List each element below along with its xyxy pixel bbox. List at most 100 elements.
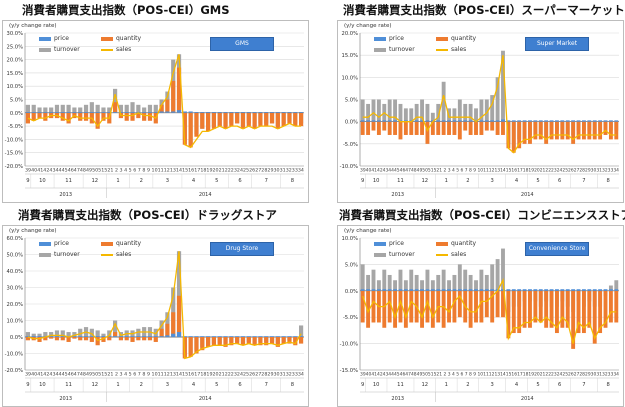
quantity-bar <box>235 337 240 344</box>
price-bar <box>299 112 304 113</box>
month-label: 3 <box>491 178 494 184</box>
turnover-bar <box>414 274 419 291</box>
price-bar <box>31 112 36 113</box>
turnover-bar <box>468 103 473 122</box>
quantity-bar <box>159 104 164 113</box>
year-label: 2014 <box>199 396 212 402</box>
price-bar <box>147 112 153 113</box>
turnover-bar <box>490 95 495 122</box>
turnover-bar <box>142 107 147 113</box>
turnover-bar <box>441 81 446 122</box>
chart-svg: 60.0% 50.0% 40.0% 30.0% 20.0% 10.0% 0.0% -10.0%… <box>5 236 304 402</box>
price-bar <box>299 336 304 337</box>
turnover-bar <box>78 107 83 113</box>
turnover-bar <box>420 99 424 122</box>
price-bar <box>159 336 164 337</box>
legend-swatch-sales <box>436 253 448 256</box>
year-label: 2013 <box>391 396 404 402</box>
quantity-bar <box>130 112 135 121</box>
legend-label: price <box>54 35 69 42</box>
quantity-bar <box>113 332 118 337</box>
quantity-bar <box>229 337 234 346</box>
month-label: 10 <box>373 178 380 184</box>
quantity-bar <box>479 290 484 323</box>
quantity-bar <box>37 337 42 342</box>
price-bar <box>89 112 94 113</box>
legend-swatch-turnover <box>39 47 51 52</box>
quantity-bar <box>293 112 298 127</box>
quantity-bar <box>447 290 451 323</box>
quantity-bar <box>176 67 182 113</box>
quantity-bar <box>468 290 473 328</box>
chart-panel-drugstore: 消費者購買支出指数（POS-CEI）ドラッグストア 60.0% 50.0% 40.0… <box>0 203 312 407</box>
legend-swatch-turnover <box>374 252 386 257</box>
quantity-bar <box>153 337 158 342</box>
quantity-bar <box>43 337 48 341</box>
quantity-bar <box>60 112 65 121</box>
y-tick-label: 5.0% <box>345 262 358 268</box>
quantity-bar <box>457 290 462 318</box>
quantity-bar <box>506 121 511 149</box>
quantity-bar <box>528 290 532 328</box>
turnover-bar <box>72 107 77 113</box>
price-bar <box>235 112 240 113</box>
turnover-bar <box>436 274 441 291</box>
turnover-bar <box>474 280 478 291</box>
chart-legend: price quantity turnover sales <box>39 35 159 59</box>
quantity-bar <box>522 290 527 328</box>
turnover-bar <box>130 102 135 113</box>
quantity-bar <box>281 112 286 127</box>
quantity-bar <box>533 121 538 140</box>
price-bar <box>425 289 430 291</box>
quantity-bar <box>592 290 597 344</box>
turnover-bar <box>118 104 123 113</box>
price-bar <box>235 336 240 337</box>
price-bar <box>78 112 83 113</box>
quantity-bar <box>264 112 269 127</box>
turnover-bar <box>425 269 430 291</box>
month-label: 5 <box>536 178 539 184</box>
turnover-bar <box>463 269 468 291</box>
y-unit-label: (y/y change rate) <box>9 23 57 29</box>
turnover-bar <box>89 102 94 113</box>
chart-panel-supermarket: 消費者購買支出指数（POS-CEI）スーパーマーケット 20.0% 15.0% 10… <box>313 0 625 203</box>
month-label: 2 <box>466 178 469 184</box>
chart-title: 消費者購買支出指数（POS-CEI）スーパーマーケット <box>343 3 625 17</box>
legend-label: price <box>389 240 404 247</box>
chart-area: 10.0% 5.0% 0.0% -5.0% -10.0% -15.0% 3940414243… <box>337 225 624 407</box>
month-label: 11 <box>397 382 404 388</box>
month-label: 11 <box>397 178 404 184</box>
month-label: 5 <box>536 382 539 388</box>
month-label: 12 <box>91 178 98 184</box>
legend-swatch-quantity <box>101 241 113 246</box>
quantity-bar <box>555 121 559 140</box>
price-bar <box>246 112 251 113</box>
quantity-bar <box>171 312 176 337</box>
month-label: 3 <box>166 382 169 388</box>
turnover-bar <box>95 330 100 337</box>
turnover-bar <box>366 103 371 122</box>
price-bar <box>246 336 251 337</box>
turnover-bar <box>425 103 430 122</box>
price-bar <box>66 112 71 113</box>
turnover-bar <box>484 274 489 291</box>
turnover-bar <box>430 280 435 291</box>
quantity-bar <box>275 337 280 347</box>
month-label: 11 <box>65 178 72 184</box>
quantity-bar <box>549 121 554 140</box>
chart-svg: 10.0% 5.0% 0.0% -5.0% -10.0% -15.0% 3940414243… <box>340 236 619 402</box>
price-bar <box>200 112 205 113</box>
y-tick-label: 20.0% <box>7 58 24 64</box>
price-bar <box>387 120 392 122</box>
price-bar <box>182 111 187 113</box>
price-bar <box>506 289 511 291</box>
quantity-bar <box>176 295 182 337</box>
y-tick-label: -5.0% <box>343 142 358 148</box>
turnover-bar <box>60 330 65 337</box>
quantity-bar <box>420 290 424 328</box>
quantity-bar <box>614 290 619 323</box>
price-bar <box>366 289 371 291</box>
quantity-bar <box>72 337 77 339</box>
quantity-bar <box>490 290 495 323</box>
price-bar <box>223 112 228 113</box>
